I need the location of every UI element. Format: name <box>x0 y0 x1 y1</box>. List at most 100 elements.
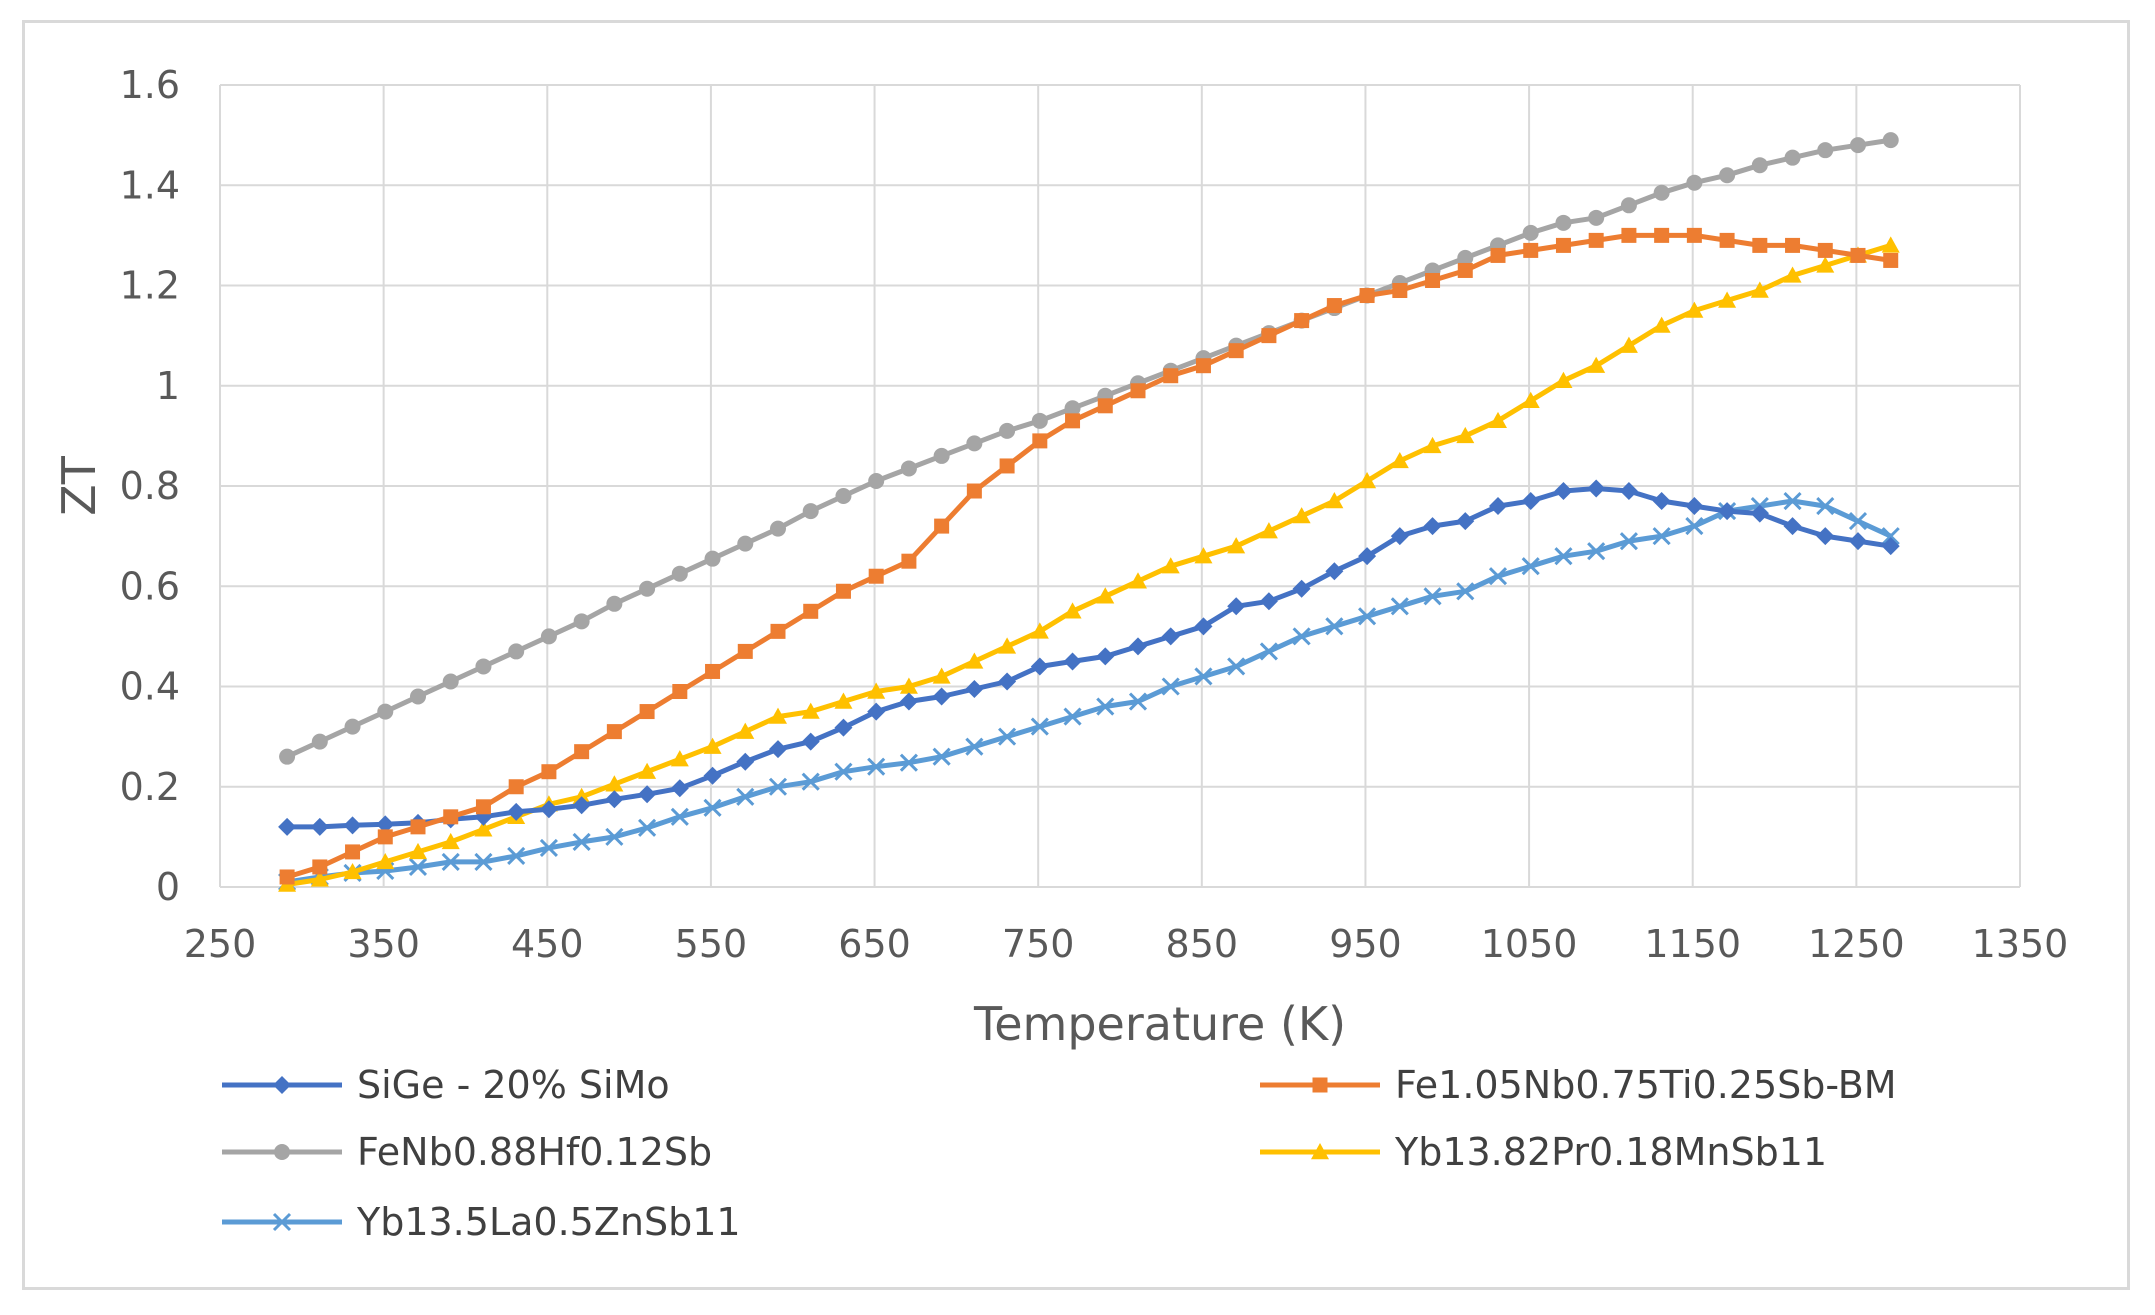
x-axis-title: Temperature (K) <box>973 997 1346 1051</box>
legend-label: FeNb0.88Hf0.12Sb <box>357 1130 712 1174</box>
legend-marker <box>274 1144 290 1160</box>
data-point <box>1030 622 1049 639</box>
data-point <box>1065 413 1081 429</box>
data-point <box>1850 137 1866 154</box>
data-point <box>934 518 950 534</box>
data-point <box>1326 298 1342 314</box>
data-point <box>703 737 722 754</box>
data-point <box>639 704 655 720</box>
data-point <box>670 779 689 798</box>
data-point <box>1522 224 1539 241</box>
data-point <box>834 718 853 737</box>
data-point <box>441 832 460 850</box>
data-point <box>1259 592 1278 611</box>
data-point <box>1488 567 1508 586</box>
data-point <box>1554 482 1573 501</box>
series-line <box>286 498 1892 885</box>
data-point <box>670 750 689 767</box>
data-point <box>835 583 851 599</box>
data-point <box>1294 313 1310 329</box>
data-point <box>1750 504 1769 523</box>
data-point <box>1555 214 1572 231</box>
data-point <box>1161 627 1180 646</box>
data-point <box>1554 371 1573 388</box>
data-point <box>312 859 328 875</box>
legend-label: Yb13.5La0.5ZnSb11 <box>356 1200 741 1244</box>
data-point <box>966 435 983 452</box>
data-point <box>573 613 590 630</box>
data-point <box>1097 398 1113 414</box>
x-tick-label: 450 <box>511 922 584 966</box>
data-point <box>605 775 624 792</box>
data-point <box>443 809 459 825</box>
x-tick-label: 750 <box>1002 922 1075 966</box>
data-point <box>1784 149 1801 166</box>
data-point <box>1881 236 1900 253</box>
data-point <box>410 819 426 835</box>
series-yb13-5la0-5znsb11 <box>278 491 1900 892</box>
data-point <box>1554 547 1573 566</box>
y-tick-label: 1.6 <box>120 63 180 107</box>
data-point <box>377 829 393 845</box>
data-point <box>1654 227 1670 243</box>
data-point <box>768 777 788 796</box>
data-point <box>932 667 951 684</box>
data-point <box>441 852 460 871</box>
data-point <box>1849 532 1867 551</box>
data-point <box>901 553 917 569</box>
data-point <box>1718 502 1737 521</box>
data-point <box>540 628 557 645</box>
legend: SiGe - 20% SiMo Fe1.05Nb0.75Ti0.25Sb-BM Fe… <box>222 1063 1897 1244</box>
data-point <box>310 817 329 836</box>
legend-marker <box>1311 1143 1329 1160</box>
data-point <box>1816 256 1835 273</box>
data-point <box>998 672 1017 691</box>
data-point <box>1521 492 1540 511</box>
data-point <box>769 740 787 759</box>
data-point <box>1228 343 1244 359</box>
data-point <box>1882 132 1899 149</box>
data-point <box>704 550 721 567</box>
data-point <box>606 595 623 612</box>
legend-entry: FeNb0.88Hf0.12Sb <box>222 1130 712 1174</box>
data-point <box>1261 328 1277 344</box>
data-point <box>508 779 524 795</box>
data-point <box>1719 232 1735 248</box>
data-point <box>310 870 329 887</box>
data-point <box>1161 557 1180 574</box>
series-sige-20-simo <box>278 479 1900 836</box>
data-point <box>1292 579 1311 598</box>
data-point <box>1817 142 1834 159</box>
data-point <box>1227 657 1246 676</box>
data-point <box>1652 316 1671 333</box>
data-point <box>639 580 656 597</box>
y-tick-label: 0.8 <box>120 464 180 508</box>
data-point <box>999 458 1015 474</box>
data-point <box>1783 266 1802 283</box>
data-point <box>672 684 688 700</box>
data-point <box>998 637 1017 654</box>
data-point <box>1096 697 1115 716</box>
legend-entry: Fe1.05Nb0.75Ti0.25Sb-BM <box>1260 1063 1897 1107</box>
data-point <box>1588 209 1605 226</box>
data-point <box>1457 262 1473 278</box>
data-point <box>377 703 394 720</box>
data-point <box>867 757 886 776</box>
series-layer <box>278 132 1900 892</box>
data-point <box>638 785 657 804</box>
gridlines <box>219 84 2021 888</box>
data-point <box>1390 597 1409 616</box>
data-point <box>965 680 984 699</box>
data-point <box>343 862 362 880</box>
data-point <box>1194 617 1213 636</box>
data-point <box>605 827 624 846</box>
data-point <box>539 838 558 857</box>
data-point <box>834 692 853 709</box>
data-point <box>670 807 689 826</box>
data-point <box>508 643 525 660</box>
data-point <box>1751 157 1768 174</box>
series-fe1-05nb0-75ti0-25sb-bm <box>279 227 1899 885</box>
data-point <box>1194 547 1213 564</box>
data-point <box>1752 237 1768 253</box>
